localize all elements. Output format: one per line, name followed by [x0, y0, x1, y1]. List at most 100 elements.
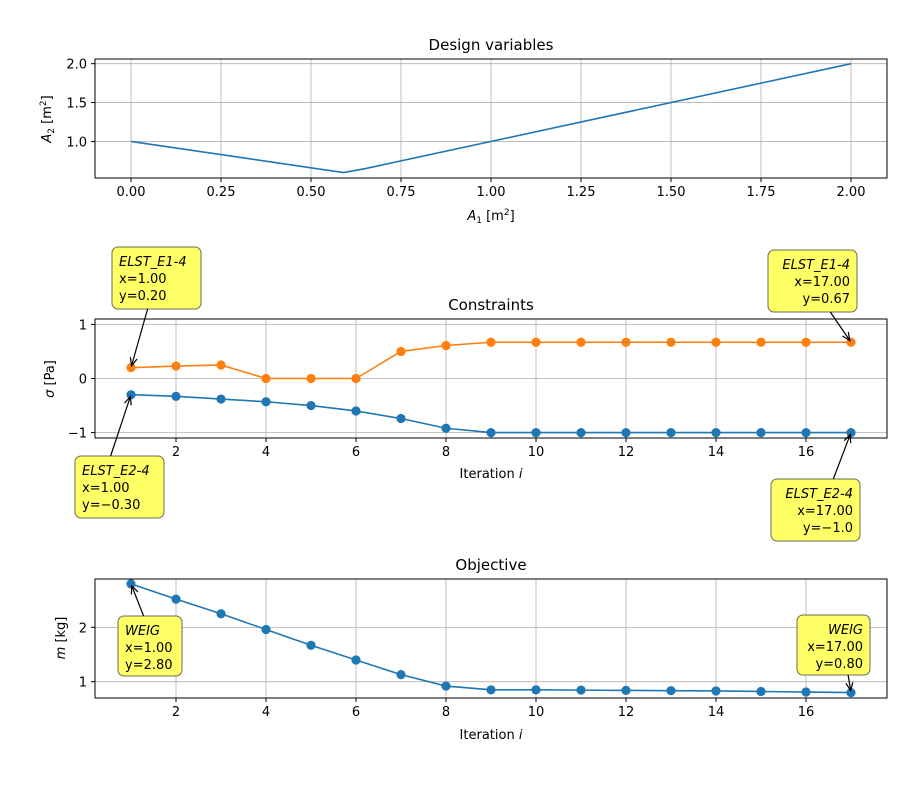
data-point [171, 361, 181, 371]
annotation-box [796, 614, 871, 676]
y-tick-label: 0 [79, 373, 87, 388]
x-tick-label: 10 [528, 705, 545, 720]
annotation-arrowhead [124, 395, 132, 406]
panel-title: Design variables [429, 36, 554, 54]
data-point [441, 340, 451, 351]
data-point [711, 427, 721, 438]
data-point [486, 427, 496, 438]
annotation-y: y=0.20 [119, 289, 167, 304]
data-point [486, 685, 496, 695]
data-point [846, 687, 856, 698]
x-tick-label: 8 [442, 445, 450, 460]
data-point [486, 337, 496, 347]
annotation-arrow [832, 434, 851, 480]
data-point [711, 686, 721, 696]
data-point [576, 337, 586, 347]
data-point [846, 427, 856, 438]
annotation-box [767, 249, 858, 313]
annotation-x: x=1.00 [119, 272, 167, 287]
annotation: ELST_E2-4 x=17.00 y=−1.0 [770, 433, 861, 542]
x-tick-label: 0.50 [297, 185, 326, 200]
x-tick-label: 6 [352, 445, 360, 460]
annotation-x: x=17.00 [797, 504, 853, 519]
annotation-box [74, 455, 165, 519]
panel-title: Constraints [448, 296, 534, 314]
data-point [306, 400, 316, 411]
data-point [351, 406, 361, 416]
annotation-arrow [130, 308, 149, 366]
x-tick-label: 12 [618, 445, 635, 460]
data-point [801, 427, 811, 438]
x-axis-label: Iteration i [460, 467, 523, 482]
x-tick-label: 6 [352, 705, 360, 720]
data-point [621, 685, 631, 695]
x-tick-label: 2 [172, 705, 180, 720]
data-point [441, 681, 451, 691]
constraints-panel: Constraints 2 4 6 8 10 12 14 16 −1 0 1 Iteration … [43, 246, 888, 542]
data-point [666, 686, 676, 696]
y-tick-label: −1 [68, 427, 87, 442]
annotation-box [111, 246, 202, 310]
annotation-name: ELST_E1-4 [119, 255, 187, 270]
axes-frame [94, 578, 888, 699]
x-tick-label: 1.25 [567, 185, 596, 200]
x-tick-label: 14 [708, 445, 725, 460]
objective-panel: Objective 2 4 6 8 10 12 14 16 12 Iteration i m … [54, 556, 888, 743]
x-tick-label: 0.75 [387, 185, 416, 200]
y-tick-label: 1.0 [66, 135, 87, 150]
data-point [171, 391, 181, 401]
data-point [126, 579, 136, 589]
data-point [396, 670, 406, 680]
annotation: WEIG x=17.00 y=0.80 [796, 614, 871, 693]
annotation-arrowhead [130, 584, 139, 595]
x-tick-label: 1.75 [747, 185, 776, 200]
annotation-x: x=17.00 [807, 640, 863, 655]
annotation-box [770, 478, 861, 542]
annotation-y: y=−0.30 [82, 498, 140, 513]
annotation-arrow [829, 311, 851, 341]
y-axis-label: A2 [m2] [39, 95, 57, 143]
annotation-arrowhead [845, 681, 854, 693]
data-point [126, 390, 136, 400]
x-tick-label: 14 [708, 705, 725, 720]
x-tick-label: 0.25 [207, 185, 236, 200]
data-point [306, 640, 316, 650]
annotation-x: x=1.00 [125, 641, 173, 656]
data-point [531, 337, 541, 347]
data-point [756, 427, 766, 438]
annotation-y: y=2.80 [125, 658, 173, 673]
x-tick-label: 12 [618, 705, 635, 720]
x-tick-label: 16 [798, 705, 815, 720]
data-point [711, 337, 721, 347]
data-point [351, 373, 361, 384]
y-tick-label: 2 [79, 621, 87, 636]
y-axis-label: σ [Pa] [43, 360, 58, 398]
x-tick-label: 4 [262, 705, 270, 720]
data-point [576, 427, 586, 438]
x-tick-label: 0.00 [117, 185, 146, 200]
data-point [666, 337, 676, 347]
data-point [621, 337, 631, 347]
annotation: WEIG x=1.00 y=2.80 [117, 584, 183, 677]
data-point [576, 685, 586, 695]
data-point [351, 655, 361, 665]
annotation-name: WEIG [125, 624, 160, 639]
data-point [216, 360, 226, 370]
data-point [801, 687, 811, 697]
annotation-y: y=−1.0 [803, 521, 853, 536]
annotation-x: x=1.00 [82, 481, 130, 496]
annotation-box [117, 615, 183, 677]
data-point [531, 427, 541, 438]
annotation-arrowhead [843, 433, 852, 444]
annotation: ELST_E2-4 x=1.00 y=−0.30 [74, 395, 165, 519]
data-point [756, 686, 766, 697]
data-point [396, 413, 406, 424]
data-point [171, 594, 181, 604]
data-point [261, 397, 271, 407]
x-tick-label: 4 [262, 445, 270, 460]
data-point [261, 624, 271, 635]
x-axis-label: A1 [m2] [466, 208, 514, 226]
data-point [531, 685, 541, 695]
annotation-arrowhead [842, 331, 851, 342]
panel-title: Objective [455, 556, 526, 574]
